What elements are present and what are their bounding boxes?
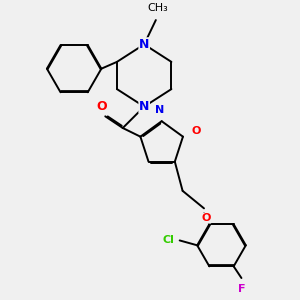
Text: O: O [201, 213, 211, 223]
Text: O: O [192, 126, 201, 136]
Text: F: F [238, 284, 245, 294]
Text: N: N [139, 38, 149, 51]
Text: CH₃: CH₃ [147, 3, 168, 14]
Text: N: N [139, 100, 149, 113]
Text: O: O [96, 100, 107, 113]
Text: Cl: Cl [162, 236, 174, 245]
Text: N: N [155, 104, 164, 115]
